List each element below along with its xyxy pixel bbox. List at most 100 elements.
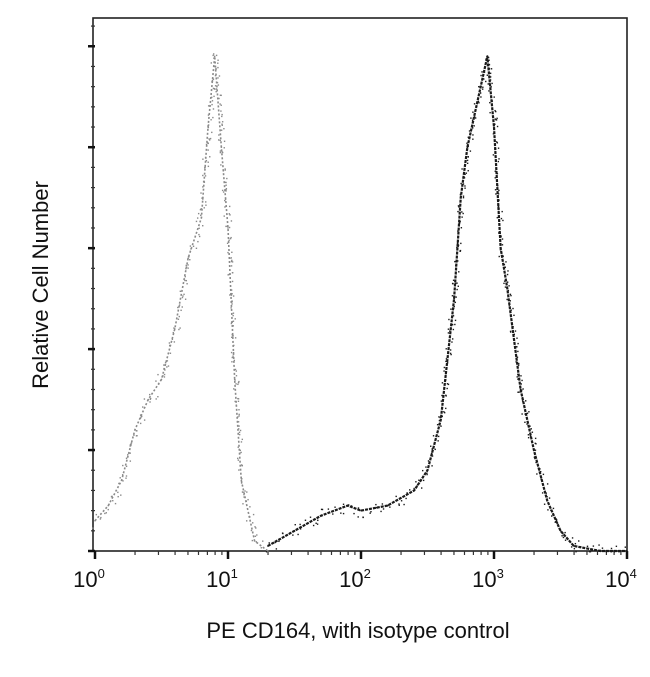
histogram-dot bbox=[139, 414, 142, 416]
histogram-dot bbox=[219, 150, 222, 152]
histogram-dot bbox=[598, 544, 600, 546]
histogram-dot bbox=[234, 337, 237, 339]
x-tick-label: 103 bbox=[472, 566, 504, 592]
histogram-dot bbox=[218, 134, 220, 136]
histogram-dot bbox=[452, 307, 455, 310]
histogram-dot bbox=[231, 293, 233, 295]
data-point bbox=[213, 55, 216, 58]
histogram-dot bbox=[498, 208, 500, 210]
histogram-dot bbox=[478, 85, 480, 88]
histogram-dot bbox=[324, 513, 326, 516]
histogram-dot bbox=[235, 370, 238, 372]
histogram-dot bbox=[473, 103, 476, 105]
histogram-dot bbox=[202, 198, 204, 200]
histogram-dot bbox=[492, 154, 495, 156]
histogram-dot bbox=[225, 190, 227, 192]
histogram-dot bbox=[526, 412, 529, 414]
histogram-dot bbox=[221, 115, 223, 118]
histogram-dot bbox=[456, 246, 458, 249]
histogram-dot bbox=[240, 451, 242, 454]
histogram-dot bbox=[95, 513, 98, 516]
histogram-dot bbox=[238, 433, 241, 436]
histogram-dot bbox=[207, 124, 210, 126]
histogram-dot bbox=[231, 356, 233, 359]
histogram-dot bbox=[474, 117, 477, 119]
histogram-dot bbox=[202, 186, 204, 188]
histogram-dot bbox=[241, 464, 243, 466]
histogram-dot bbox=[497, 205, 500, 208]
histogram-dot bbox=[178, 304, 181, 306]
histogram-dot bbox=[472, 138, 474, 140]
histogram-dot bbox=[189, 250, 192, 253]
histogram-dot bbox=[456, 242, 459, 244]
histogram-dot bbox=[511, 324, 513, 326]
histogram-dot bbox=[470, 117, 472, 119]
histogram-dot bbox=[431, 449, 434, 452]
histogram-dot bbox=[487, 83, 489, 85]
histogram-dot bbox=[458, 271, 460, 273]
histogram-dot bbox=[398, 503, 400, 505]
histogram-dot bbox=[489, 76, 492, 78]
data-point bbox=[233, 378, 236, 381]
histogram-dot bbox=[221, 189, 224, 192]
histogram-dot bbox=[211, 100, 214, 102]
histogram-dot bbox=[225, 187, 228, 190]
plot-frame bbox=[92, 17, 628, 552]
histogram-dot bbox=[177, 306, 179, 309]
histogram-dot bbox=[461, 168, 463, 170]
series-group bbox=[92, 53, 628, 553]
histogram-dot bbox=[481, 71, 483, 73]
histogram-dot bbox=[239, 465, 241, 467]
histogram-dot bbox=[375, 503, 377, 506]
histogram-dot bbox=[99, 518, 102, 520]
histogram-dot bbox=[219, 139, 221, 142]
histogram-dot bbox=[215, 68, 217, 71]
histogram-dot bbox=[624, 546, 627, 548]
histogram-dot bbox=[149, 398, 152, 400]
histogram-dot bbox=[249, 506, 251, 508]
histogram-dot bbox=[297, 533, 299, 536]
histogram-dot bbox=[436, 423, 439, 426]
histogram-dot bbox=[217, 84, 220, 86]
histogram-dot bbox=[495, 141, 498, 143]
histogram-dot bbox=[452, 283, 454, 285]
histogram-dot bbox=[219, 103, 221, 105]
histogram-dot bbox=[217, 77, 219, 79]
histogram-dot bbox=[496, 142, 499, 144]
histogram-dot bbox=[556, 522, 559, 524]
histogram-dot bbox=[481, 88, 484, 90]
histogram-dot bbox=[493, 139, 496, 142]
histogram-dot bbox=[224, 199, 226, 202]
histogram-dot bbox=[220, 110, 222, 112]
histogram-dot bbox=[509, 300, 511, 302]
histogram-dot bbox=[239, 452, 241, 454]
histogram-dot bbox=[141, 415, 143, 418]
histogram-dot bbox=[478, 102, 480, 104]
histogram-dot bbox=[482, 86, 484, 88]
histogram-dot bbox=[589, 551, 592, 553]
histogram-dot bbox=[494, 189, 497, 191]
histogram-dot bbox=[457, 245, 459, 248]
histogram-dot bbox=[467, 169, 469, 172]
histogram-dot bbox=[233, 344, 235, 347]
histogram-dot bbox=[342, 512, 345, 515]
histogram-dot bbox=[498, 189, 500, 192]
histogram-dot bbox=[480, 96, 482, 98]
histogram-dot bbox=[487, 56, 490, 59]
histogram-dot bbox=[457, 285, 459, 287]
histogram-dot bbox=[233, 359, 236, 362]
histogram-dot bbox=[381, 503, 384, 505]
histogram-dot bbox=[327, 508, 330, 510]
histogram-dot bbox=[142, 406, 144, 408]
histogram-dot bbox=[534, 456, 536, 458]
histogram-dot bbox=[112, 500, 114, 502]
histogram-dot bbox=[148, 393, 151, 396]
histogram-dot bbox=[239, 449, 241, 452]
histogram-dot bbox=[212, 54, 214, 57]
histogram-dot bbox=[240, 482, 243, 484]
histogram-dot bbox=[212, 116, 214, 119]
histogram-dot bbox=[451, 323, 454, 326]
histogram-dot bbox=[527, 434, 530, 436]
histogram-dot bbox=[238, 469, 240, 471]
histogram-dot bbox=[211, 103, 213, 106]
